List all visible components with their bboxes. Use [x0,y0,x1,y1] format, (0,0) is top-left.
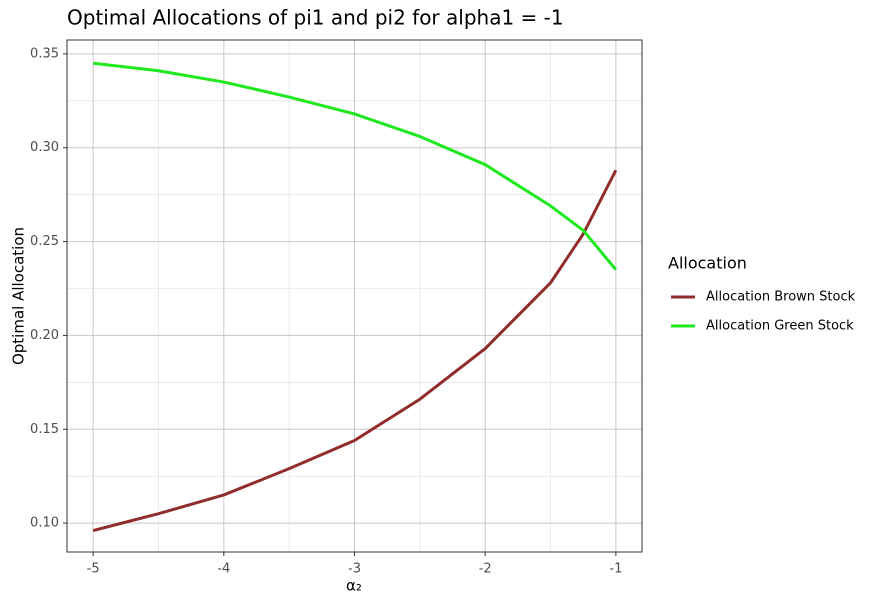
y-tick-label: 0.35 [30,46,59,61]
y-axis-label: Optimal Allocation [10,227,28,365]
chart-title: Optimal Allocations of pi1 and pi2 for a… [67,6,564,30]
x-tick-label: -2 [479,562,492,577]
y-tick-label: 0.15 [30,422,59,437]
y-tick-label: 0.25 [30,234,59,249]
x-tick-label: -5 [87,562,100,577]
plot-border [66,39,643,553]
series-line [92,61,618,271]
x-tick-label: -3 [348,562,361,577]
legend-title: Allocation [668,254,747,273]
series-line [92,169,618,533]
y-tick-label: 0.10 [30,516,59,531]
x-axis-label: α₂ [346,577,362,595]
x-tick-label: -4 [217,562,230,577]
x-tick-label: -1 [609,562,622,577]
legend-label: Allocation Green Stock [706,319,854,334]
y-tick-label: 0.20 [30,328,59,343]
y-tick-label: 0.30 [30,140,59,155]
legend-label: Allocation Brown Stock [706,290,856,305]
